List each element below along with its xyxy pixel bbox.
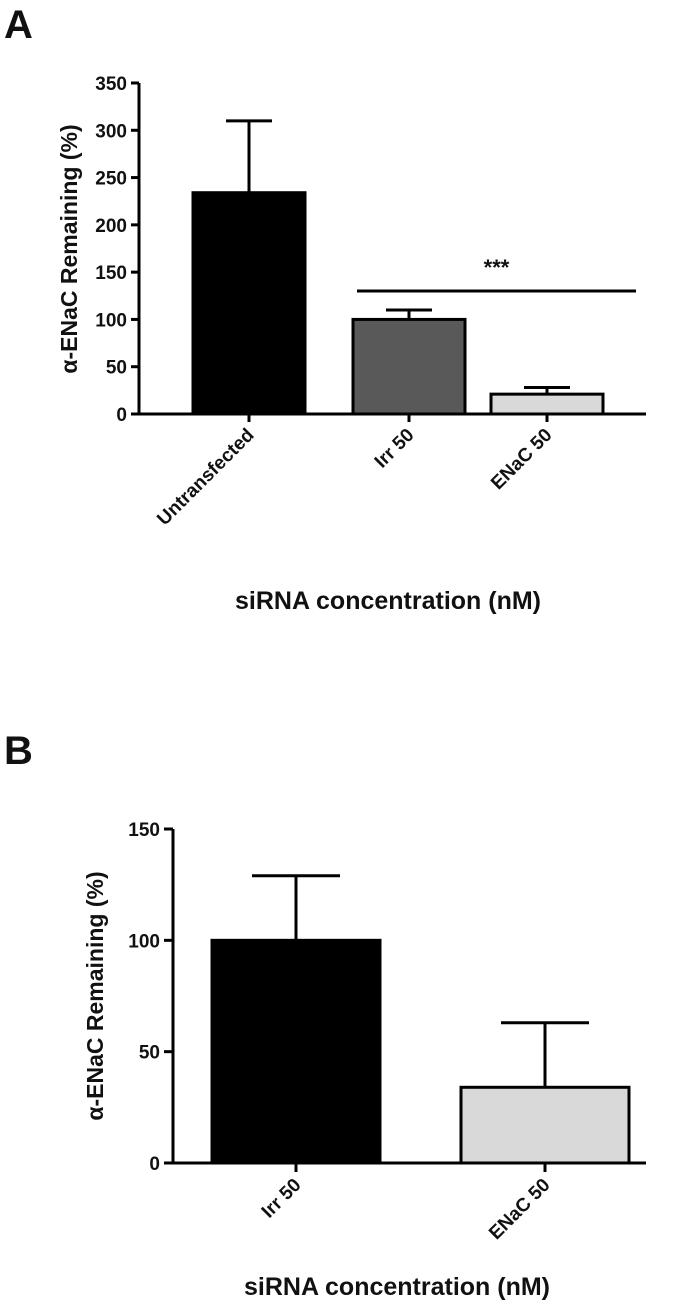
y-tick-label: 150 xyxy=(128,820,160,841)
panel-a-letter: A xyxy=(4,3,33,47)
x-tick-label: ENaC 50 xyxy=(487,425,556,494)
bar xyxy=(351,317,467,416)
significance-label: *** xyxy=(484,255,510,280)
y-tick-label: 50 xyxy=(139,1043,160,1064)
y-tick-label: 100 xyxy=(128,931,160,952)
y-axis-title: α-ENaC Remaining (%) xyxy=(56,124,82,373)
y-tick-label: 200 xyxy=(95,216,127,237)
x-tick-label: Irr 50 xyxy=(258,1175,306,1223)
x-axis-title: siRNA concentration (nM) xyxy=(244,1273,550,1301)
x-axis-title: siRNA concentration (nM) xyxy=(235,587,541,615)
panel-a: A α-ENaC Remaining (%) 0 50 100 150 200 250 30… xyxy=(4,3,646,615)
y-tick-label: 50 xyxy=(106,358,127,379)
bar xyxy=(210,938,382,1165)
x-tick-label: Irr 50 xyxy=(371,425,419,473)
panel-b: B α-ENaC Remaining (%) 0 50 100 150 Irr 50 EN… xyxy=(4,729,646,1301)
y-tick-label: 100 xyxy=(95,310,127,331)
bar xyxy=(459,1085,631,1165)
y-tick-label: 0 xyxy=(116,405,127,426)
x-tick-label: Untransfected xyxy=(153,425,258,530)
bar xyxy=(489,392,605,416)
plot-area: 0 50 100 150 200 250 300 350 Untransfected Irr 50… xyxy=(95,74,646,530)
y-tick-label: 300 xyxy=(95,121,127,142)
y-tick-label: 0 xyxy=(149,1154,160,1175)
y-axis-title: α-ENaC Remaining (%) xyxy=(82,871,108,1120)
bar xyxy=(191,191,307,416)
y-tick-label: 350 xyxy=(95,74,127,95)
y-tick-label: 250 xyxy=(95,169,127,190)
y-tick-label: 150 xyxy=(95,263,127,284)
panel-b-letter: B xyxy=(4,729,33,773)
x-tick-label: ENaC 50 xyxy=(485,1175,554,1244)
plot-area: 0 50 100 150 Irr 50 ENaC 50 xyxy=(128,820,646,1244)
